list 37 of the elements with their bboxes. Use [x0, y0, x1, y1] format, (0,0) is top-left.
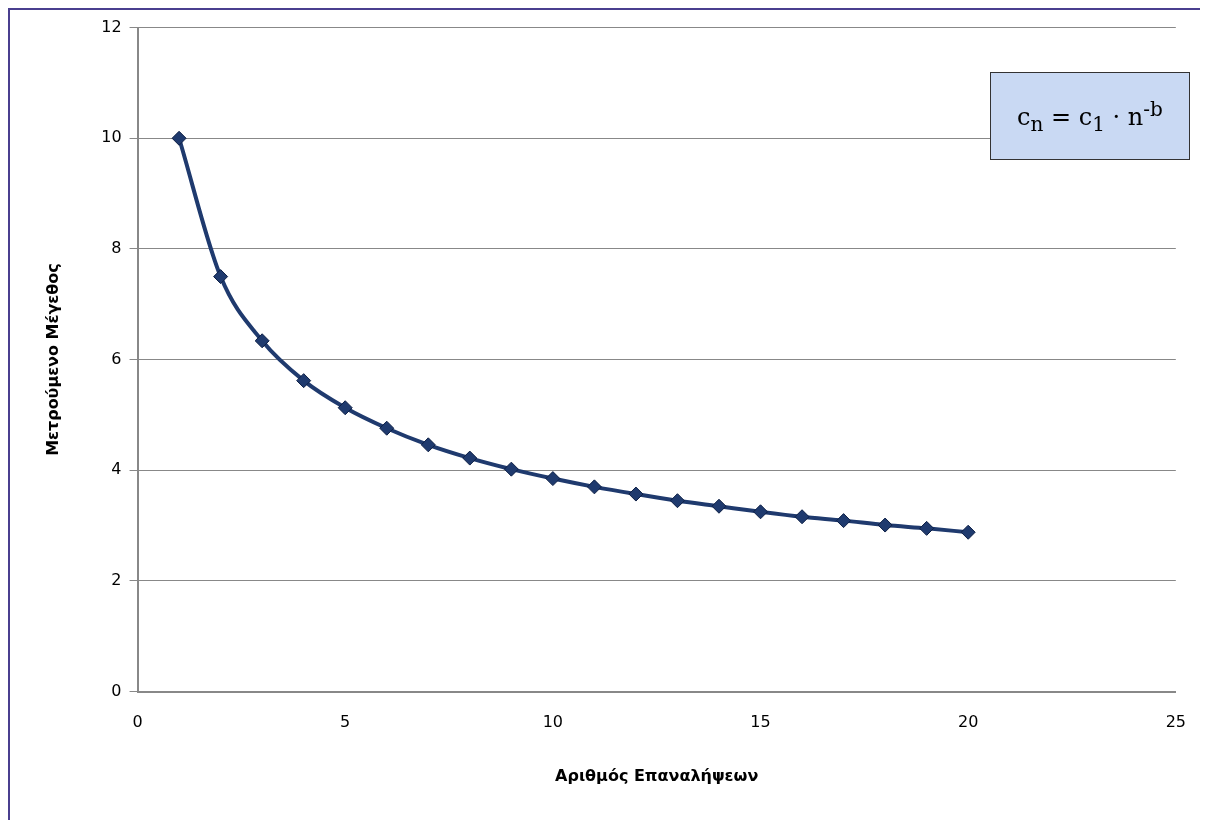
annotation: c$_{n}$ = c$_{1}$ · n$^{-b}$ [1017, 96, 1163, 136]
x-tick-label: 20 [957, 712, 979, 732]
x-tick-label: 5 [340, 712, 351, 732]
x-axis-title: Αριθμός Επαναλήψεων [555, 765, 759, 785]
point [711, 498, 727, 514]
x-tick-label: 10 [542, 712, 564, 732]
formula-box: c$_{n}$ = c$_{1}$ · n$^{-b}$ [990, 72, 1190, 160]
point [420, 437, 436, 453]
point [337, 400, 353, 416]
y-tick-label: 10 [101, 127, 122, 147]
point [794, 509, 810, 525]
point [379, 420, 395, 436]
x-tick-label: 0 [132, 712, 143, 732]
point [586, 479, 602, 495]
y-tick-label: 4 [111, 459, 122, 479]
point [213, 269, 229, 285]
point [919, 520, 935, 536]
x-tick-label: 25 [1165, 712, 1186, 732]
point [628, 486, 644, 502]
point [669, 493, 685, 509]
y-tick-label: 0 [111, 680, 122, 700]
point [877, 517, 893, 533]
y-tick-label: 6 [111, 348, 122, 368]
y-tick-label: 2 [111, 570, 122, 590]
y-tick-label: 12 [101, 16, 122, 36]
point [960, 524, 976, 540]
point [753, 504, 769, 520]
point [503, 461, 519, 477]
point [254, 333, 270, 349]
point [545, 471, 561, 487]
point [296, 373, 312, 389]
y-axis-title: Μετρούμενο Μέγεθος [42, 263, 62, 456]
x-tick-label: 15 [750, 712, 771, 732]
point [836, 513, 852, 529]
point [462, 450, 478, 466]
point [171, 130, 187, 146]
y-tick-label: 8 [111, 238, 122, 258]
